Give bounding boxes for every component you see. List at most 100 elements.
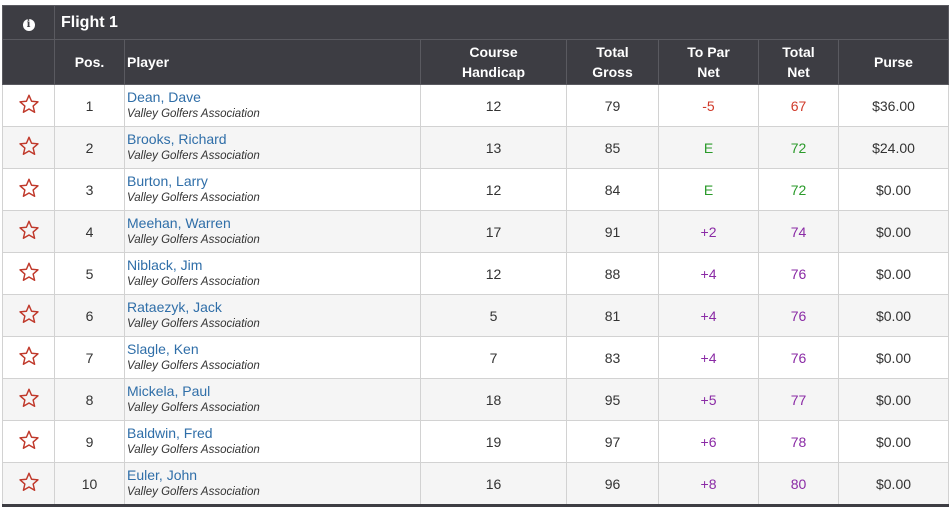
course-handicap-cell: 7 <box>420 336 567 379</box>
player-cell: Slagle, Ken Valley Golfers Association <box>124 336 421 379</box>
player-association: Valley Golfers Association <box>127 233 260 246</box>
header-favorite <box>2 39 55 85</box>
table-row: 2 Brooks, Richard Valley Golfers Associa… <box>2 126 950 169</box>
header-total-gross[interactable]: Total Gross <box>566 39 659 85</box>
purse-cell: $0.00 <box>837 462 950 507</box>
course-handicap-cell: 19 <box>420 420 567 463</box>
total-net-cell: 67 <box>758 84 839 127</box>
player-association: Valley Golfers Association <box>127 359 260 372</box>
position-cell: 3 <box>54 168 125 211</box>
player-cell: Dean, Dave Valley Golfers Association <box>124 84 421 127</box>
header-player[interactable]: Player <box>124 39 421 85</box>
course-handicap-cell: 12 <box>420 168 567 211</box>
star-icon[interactable] <box>18 387 40 409</box>
player-name-link[interactable]: Slagle, Ken <box>127 340 199 357</box>
table-row: 10 Euler, John Valley Golfers Associatio… <box>2 462 950 507</box>
star-icon[interactable] <box>18 177 40 199</box>
to-par-net-cell: -5 <box>658 84 759 127</box>
total-gross-cell: 84 <box>566 168 659 211</box>
player-association: Valley Golfers Association <box>127 149 260 162</box>
player-association: Valley Golfers Association <box>127 485 260 498</box>
table-row: 8 Mickela, Paul Valley Golfers Associati… <box>2 378 950 421</box>
player-name-link[interactable]: Brooks, Richard <box>127 130 227 147</box>
purse-cell: $0.00 <box>837 252 950 295</box>
player-name-link[interactable]: Euler, John <box>127 466 198 483</box>
column-headers: Pos. Player Course Handicap Total Gross To… <box>2 39 950 85</box>
course-handicap-cell: 13 <box>420 126 567 169</box>
player-name-link[interactable]: Rataezyk, Jack <box>127 298 222 315</box>
player-cell: Niblack, Jim Valley Golfers Association <box>124 252 421 295</box>
header-purse[interactable]: Purse <box>837 39 950 85</box>
to-par-net-cell: E <box>658 168 759 211</box>
position-cell: 8 <box>54 378 125 421</box>
purse-cell: $0.00 <box>837 210 950 253</box>
favorite-cell <box>2 252 55 295</box>
player-cell: Brooks, Richard Valley Golfers Associati… <box>124 126 421 169</box>
position-cell: 1 <box>54 84 125 127</box>
leaderboard: i Flight 1 Pos. Player Course Handicap To… <box>2 5 950 507</box>
favorite-cell <box>2 294 55 337</box>
star-icon[interactable] <box>18 345 40 367</box>
table-row: 6 Rataezyk, Jack Valley Golfers Associat… <box>2 294 950 337</box>
table-row: 1 Dean, Dave Valley Golfers Association … <box>2 84 950 127</box>
info-cell[interactable]: i <box>2 5 55 40</box>
header-course-handicap-line1: Course <box>469 44 518 60</box>
course-handicap-cell: 5 <box>420 294 567 337</box>
player-cell: Burton, Larry Valley Golfers Association <box>124 168 421 211</box>
player-association: Valley Golfers Association <box>127 317 260 330</box>
to-par-net-cell: +4 <box>658 252 759 295</box>
table-row: 4 Meehan, Warren Valley Golfers Associat… <box>2 210 950 253</box>
to-par-net-cell: +4 <box>658 294 759 337</box>
course-handicap-cell: 17 <box>420 210 567 253</box>
header-course-handicap-line2: Handicap <box>461 64 525 80</box>
header-pos[interactable]: Pos. <box>54 39 125 85</box>
header-course-handicap[interactable]: Course Handicap <box>420 39 567 85</box>
player-name-link[interactable]: Burton, Larry <box>127 172 208 189</box>
player-name-link[interactable]: Mickela, Paul <box>127 382 211 399</box>
star-icon[interactable] <box>18 219 40 241</box>
total-gross-cell: 96 <box>566 462 659 507</box>
header-to-par-net[interactable]: To Par Net <box>658 39 759 85</box>
favorite-cell <box>2 168 55 211</box>
header-total-net-line2: Net <box>787 64 810 80</box>
to-par-net-cell: +6 <box>658 420 759 463</box>
star-icon[interactable] <box>18 303 40 325</box>
star-icon[interactable] <box>18 471 40 493</box>
course-handicap-cell: 12 <box>420 252 567 295</box>
star-icon[interactable] <box>18 135 40 157</box>
player-association: Valley Golfers Association <box>127 191 260 204</box>
player-cell: Baldwin, Fred Valley Golfers Association <box>124 420 421 463</box>
player-name-link[interactable]: Niblack, Jim <box>127 256 203 273</box>
position-cell: 6 <box>54 294 125 337</box>
player-name-link[interactable]: Meehan, Warren <box>127 214 231 231</box>
player-association: Valley Golfers Association <box>127 275 260 288</box>
to-par-net-cell: +4 <box>658 336 759 379</box>
header-to-par-net-line1: To Par <box>687 44 730 60</box>
header-to-par-net-line2: Net <box>697 64 720 80</box>
player-cell: Rataezyk, Jack Valley Golfers Associatio… <box>124 294 421 337</box>
player-name-link[interactable]: Dean, Dave <box>127 88 201 105</box>
position-cell: 9 <box>54 420 125 463</box>
header-total-net[interactable]: Total Net <box>758 39 839 85</box>
to-par-net-cell: E <box>658 126 759 169</box>
star-icon[interactable] <box>18 261 40 283</box>
info-icon[interactable]: i <box>22 18 35 31</box>
purse-cell: $0.00 <box>837 336 950 379</box>
star-icon[interactable] <box>18 429 40 451</box>
to-par-net-cell: +8 <box>658 462 759 507</box>
favorite-cell <box>2 420 55 463</box>
total-net-cell: 76 <box>758 336 839 379</box>
total-gross-cell: 88 <box>566 252 659 295</box>
purse-cell: $24.00 <box>837 126 950 169</box>
purse-cell: $0.00 <box>837 378 950 421</box>
flight-title: Flight 1 <box>53 5 950 40</box>
to-par-net-cell: +5 <box>658 378 759 421</box>
favorite-cell <box>2 126 55 169</box>
player-name-link[interactable]: Baldwin, Fred <box>127 424 213 441</box>
position-cell: 5 <box>54 252 125 295</box>
course-handicap-cell: 18 <box>420 378 567 421</box>
favorite-cell <box>2 378 55 421</box>
table-row: 3 Burton, Larry Valley Golfers Associati… <box>2 168 950 211</box>
star-icon[interactable] <box>18 93 40 115</box>
total-net-cell: 72 <box>758 168 839 211</box>
